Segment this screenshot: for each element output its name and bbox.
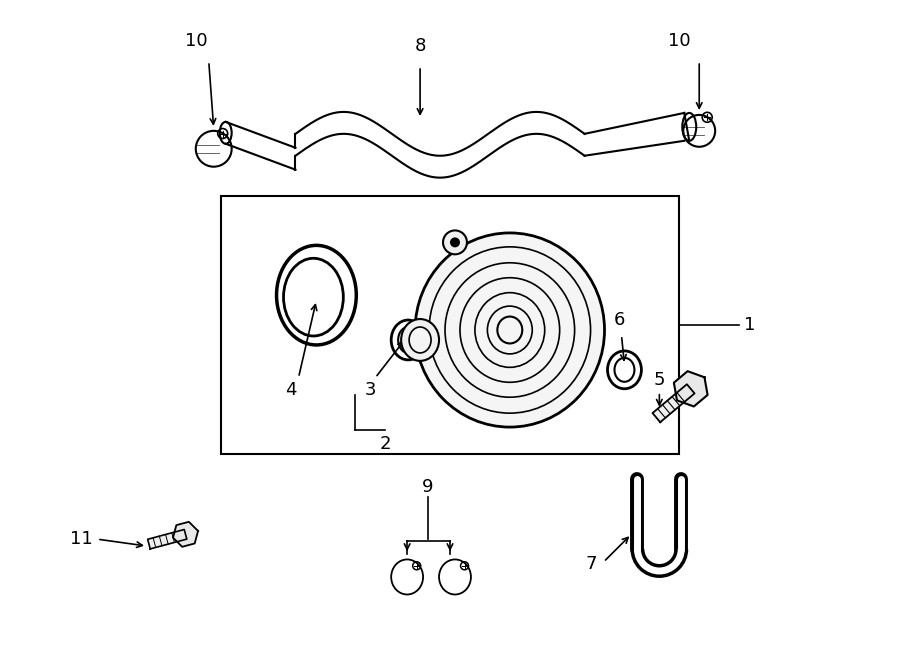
Text: 6: 6 xyxy=(614,311,626,329)
Text: 10: 10 xyxy=(668,32,690,50)
Text: 4: 4 xyxy=(284,381,296,399)
Ellipse shape xyxy=(410,327,431,353)
Text: 2: 2 xyxy=(380,434,391,453)
Text: 7: 7 xyxy=(586,555,598,573)
Circle shape xyxy=(443,231,467,254)
Polygon shape xyxy=(173,522,198,547)
Ellipse shape xyxy=(401,319,439,361)
Ellipse shape xyxy=(415,233,605,427)
Text: 10: 10 xyxy=(185,32,208,50)
Text: 1: 1 xyxy=(744,316,755,334)
Text: 8: 8 xyxy=(414,37,426,56)
Bar xyxy=(220,196,680,455)
Text: 5: 5 xyxy=(653,371,665,389)
Text: 11: 11 xyxy=(70,530,93,548)
Text: 9: 9 xyxy=(422,479,434,496)
Circle shape xyxy=(450,237,460,247)
Polygon shape xyxy=(148,529,187,549)
Polygon shape xyxy=(652,384,695,422)
Polygon shape xyxy=(674,371,707,407)
Text: 3: 3 xyxy=(364,381,376,399)
